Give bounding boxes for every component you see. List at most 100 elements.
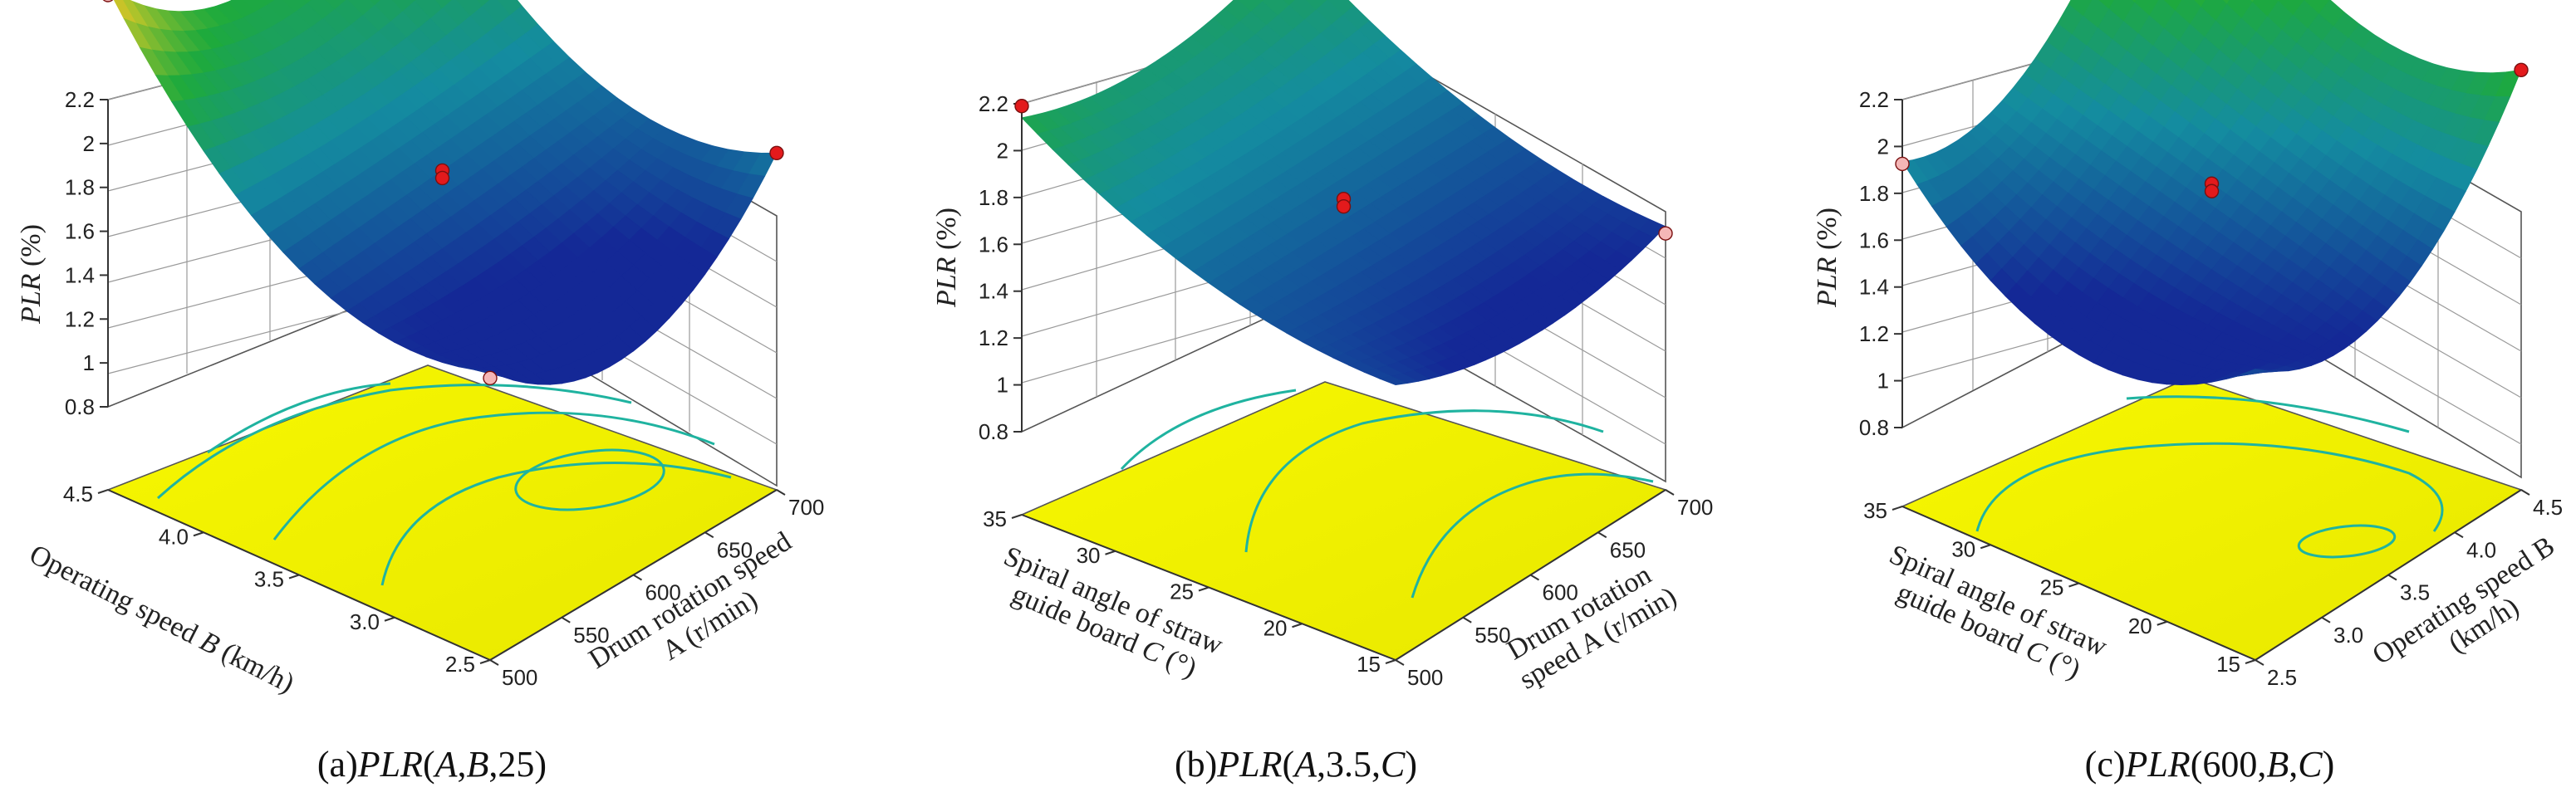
- x-tick-label: 4.5: [2533, 495, 2563, 520]
- panel-c: 0.8 1 1.2 1.4 1.6 1.8 2 2.2 2.5 3.0 3.5 4.0 4.5 15 2…: [1812, 0, 2563, 785]
- y-tick-mark: [1198, 586, 1209, 592]
- x-tick-mark: [561, 616, 571, 624]
- x-tick-mark: [1529, 574, 1540, 581]
- y-tick-mark: [1292, 623, 1303, 628]
- y-tick-label: 4.0: [159, 524, 189, 549]
- y-tick-label: 30: [1951, 536, 1975, 561]
- panel-a-z-ticks: 0.8 1 1.2 1.4 1.6 1.8 2 2.2: [65, 87, 108, 419]
- z-tick-label: 1.8: [65, 175, 95, 200]
- z-tick-label: 0.8: [65, 394, 95, 419]
- y-tick-label: 15: [2216, 652, 2240, 677]
- x-tick-mark: [2321, 616, 2331, 624]
- y-tick-mark: [479, 659, 491, 664]
- y-tick-mark: [2245, 659, 2256, 664]
- panel-a-y-label: Operating speed B (km/h): [24, 539, 299, 699]
- y-tick-mark: [193, 531, 204, 537]
- y-tick-label: 3.0: [350, 609, 380, 634]
- y-tick-label: 4.5: [63, 482, 93, 506]
- x-tick-label: 3.5: [2400, 580, 2430, 605]
- z-tick-label: 0.8: [979, 419, 1008, 444]
- panel-b-contours: [1120, 389, 1654, 599]
- x-tick-mark: [1395, 659, 1405, 666]
- panel-b-design-points: [1014, 99, 1673, 241]
- design-point: [483, 370, 498, 386]
- design-point-replicate: [2204, 183, 2220, 198]
- y-tick-label: 25: [2040, 575, 2064, 600]
- y-tick-label: 15: [1357, 652, 1381, 677]
- panel-a-contours: [156, 382, 732, 586]
- z-tick-label: 1.6: [979, 232, 1008, 257]
- panel-b: 0.8 1 1.2 1.4 1.6 1.8 2 2.2 500 550 600 650 700 15 2…: [931, 0, 1713, 785]
- panel-c-caption: (c)PLR(600,B,C): [2085, 744, 2335, 785]
- panel-a: 0.8 1 1.2 1.4 1.6 1.8 2 2.2 500 550 600 650 700 2.5…: [16, 0, 824, 785]
- panel-c-design-points: [1895, 62, 2529, 198]
- panel-b-z-ticks: 0.8 1 1.2 1.4 1.6 1.8 2 2.2: [979, 91, 1022, 444]
- panel-a-x-ticks: 500 550 600 650 700: [489, 489, 824, 690]
- design-point-replicate: [434, 170, 450, 186]
- y-tick-mark: [2068, 582, 2079, 588]
- z-tick-label: 2.2: [979, 91, 1008, 116]
- panel-b-z-label: PLR (%): [931, 208, 962, 308]
- surface-facet: [302, 0, 312, 4]
- panel-a-y-ticks: 2.5 3.0 3.5 4.0 4.5: [63, 482, 491, 677]
- panel-b-y-ticks: 15 20 25 30 35: [983, 506, 1396, 677]
- surface-facet: [1283, 0, 1296, 7]
- panel-b-surface-mesh: [1021, 0, 1666, 386]
- panel-a-caption: (a)PLR(A,B,25): [317, 744, 547, 785]
- x-tick-label: 600: [1543, 580, 1578, 605]
- y-tick-label: 3.5: [254, 567, 284, 592]
- x-tick-label: 550: [1474, 623, 1510, 648]
- x-tick-mark: [2520, 489, 2530, 496]
- x-tick-label: 650: [717, 537, 753, 562]
- panel-c-y-ticks: 15 20 25 30 35: [1863, 498, 2256, 677]
- z-tick-label: 2.2: [65, 87, 95, 112]
- surface-facet: [1378, 375, 1408, 386]
- y-tick-label: 20: [1263, 615, 1288, 640]
- panel-a-surface-mesh: [113, 0, 778, 385]
- panel-c-contours: [1975, 395, 2444, 559]
- z-tick-label: 1.4: [65, 262, 95, 287]
- z-tick-label: 1.2: [65, 306, 95, 331]
- panel-b-caption: (b)PLR(A,3.5,C): [1175, 744, 1417, 785]
- z-tick-label: 1.8: [1859, 181, 1889, 206]
- x-tick-label: 4.0: [2466, 537, 2496, 562]
- y-tick-label: 30: [1077, 543, 1101, 568]
- x-tick-mark: [776, 489, 786, 496]
- x-tick-mark: [489, 659, 499, 666]
- design-point: [1658, 226, 1673, 241]
- surface-facet: [369, 0, 381, 7]
- z-tick-label: 0.8: [1859, 415, 1889, 440]
- panel-c-surface-mesh: [1901, 0, 2522, 386]
- y-tick-label: 35: [1863, 498, 1887, 523]
- x-tick-label: 550: [573, 623, 609, 648]
- y-tick-label: 25: [1170, 579, 1194, 604]
- x-tick-label: 500: [1407, 665, 1443, 690]
- z-tick-label: 2: [83, 131, 95, 156]
- y-tick-label: 35: [983, 506, 1007, 531]
- z-tick-label: 2.2: [1859, 87, 1889, 112]
- panel-c-z-label: PLR (%): [1812, 208, 1842, 308]
- z-tick-label: 1.4: [979, 279, 1008, 304]
- z-tick-label: 2: [1877, 134, 1889, 159]
- x-tick-label: 3.0: [2333, 623, 2363, 648]
- z-tick-label: 1.6: [1859, 227, 1889, 252]
- surface-facet: [2221, 0, 2230, 5]
- z-tick-label: 1: [997, 373, 1008, 398]
- x-tick-label: 500: [502, 665, 537, 690]
- panel-c-z-ticks: 0.8 1 1.2 1.4 1.6 1.8 2 2.2: [1859, 87, 1902, 440]
- x-tick-mark: [2255, 659, 2264, 666]
- z-tick-label: 1: [1877, 369, 1889, 394]
- z-tick-label: 1.2: [1859, 321, 1889, 346]
- y-tick-mark: [288, 574, 300, 579]
- x-tick-mark: [2454, 531, 2464, 539]
- surface-facet: [2240, 369, 2267, 375]
- x-tick-label: 600: [645, 580, 681, 605]
- z-tick-label: 2: [997, 138, 1008, 163]
- design-point-replicate: [1336, 199, 1352, 214]
- y-tick-label: 2.5: [445, 652, 475, 677]
- surface-facet: [476, 0, 491, 7]
- x-tick-mark: [1597, 531, 1607, 539]
- surface-facet: [261, 0, 276, 6]
- x-tick-label: 700: [788, 495, 824, 520]
